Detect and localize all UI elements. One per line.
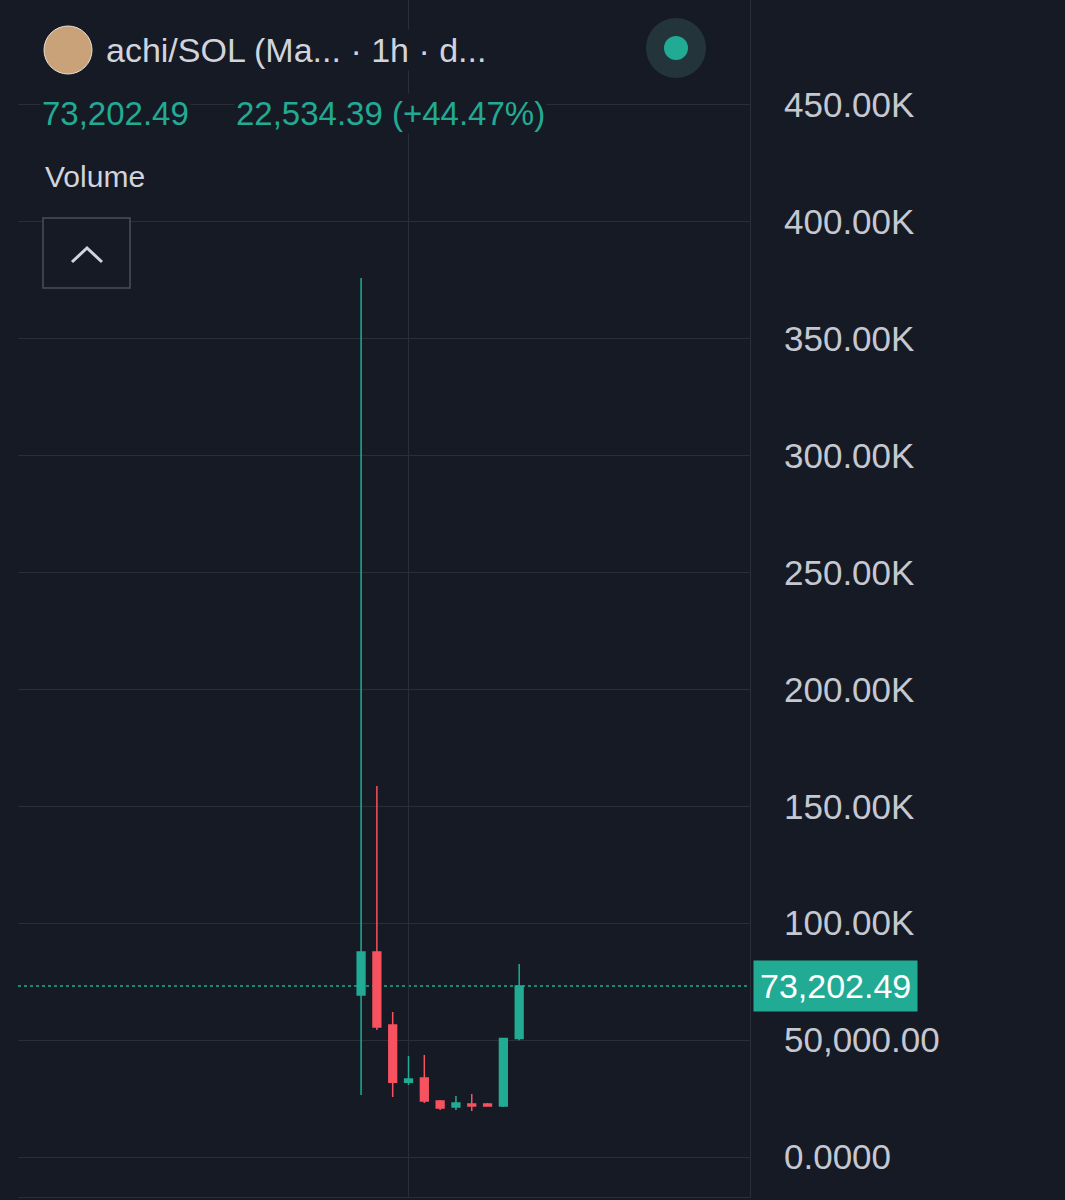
svg-text:450.00K: 450.00K [784,85,914,124]
svg-text:achi/SOL (Ma... · 1h · d...: achi/SOL (Ma... · 1h · d... [106,31,486,69]
svg-text:100.00K: 100.00K [784,903,914,942]
svg-text:300.00K: 300.00K [784,436,914,475]
svg-text:22,534.39 (+44.47%): 22,534.39 (+44.47%) [236,95,545,132]
svg-text:Volume: Volume [45,160,145,193]
svg-text:50,000.00: 50,000.00 [784,1020,940,1059]
svg-text:350.00K: 350.00K [784,319,914,358]
svg-text:150.00K: 150.00K [784,787,914,826]
svg-text:200.00K: 200.00K [784,670,914,709]
svg-text:400.00K: 400.00K [784,202,914,241]
svg-text:73,202.49: 73,202.49 [760,967,911,1005]
svg-text:250.00K: 250.00K [784,553,914,592]
svg-text:0.0000: 0.0000 [784,1137,891,1176]
svg-text:73,202.49: 73,202.49 [42,95,189,132]
